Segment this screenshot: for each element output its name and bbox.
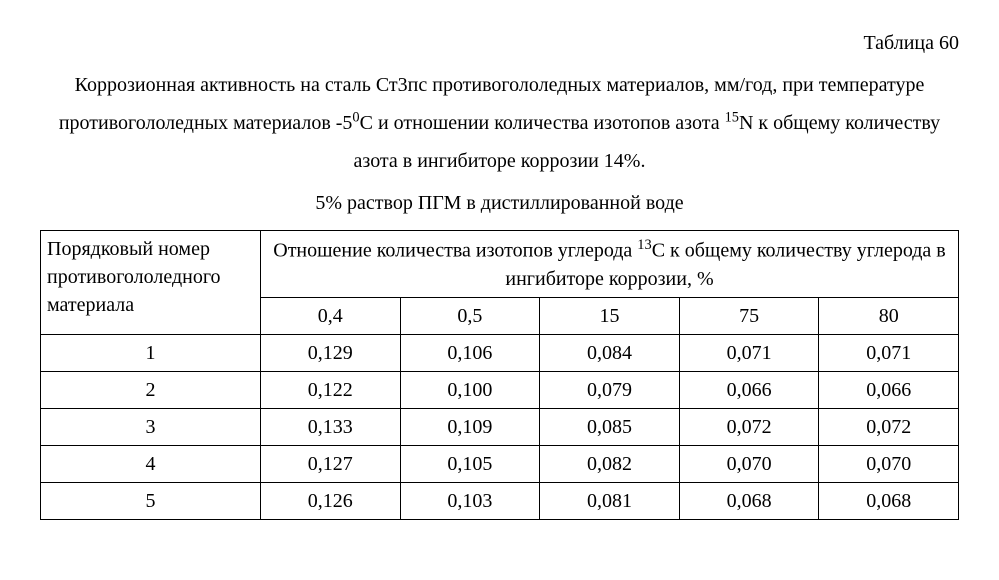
cell: 0,085 [540, 408, 680, 445]
cell: 0,127 [261, 445, 401, 482]
table-subcaption: 5% раствор ПГМ в дистиллированной воде [48, 184, 951, 222]
group-header: Отношение количества изотопов углерода 1… [261, 231, 959, 298]
data-table: Порядковый номер противогололедного мате… [40, 230, 959, 520]
row-id: 5 [41, 482, 261, 519]
cell: 0,072 [819, 408, 959, 445]
cell: 0,100 [400, 371, 540, 408]
table-number: Таблица 60 [40, 24, 959, 62]
row-id: 1 [41, 334, 261, 371]
table-row: 4 0,127 0,105 0,082 0,070 0,070 [41, 445, 959, 482]
table-row: 5 0,126 0,103 0,081 0,068 0,068 [41, 482, 959, 519]
cell: 0,068 [679, 482, 819, 519]
cell: 0,133 [261, 408, 401, 445]
cell: 0,081 [540, 482, 680, 519]
cell: 0,072 [679, 408, 819, 445]
cell: 0,103 [400, 482, 540, 519]
table-row: 3 0,133 0,109 0,085 0,072 0,072 [41, 408, 959, 445]
cell: 0,126 [261, 482, 401, 519]
cell: 0,066 [679, 371, 819, 408]
cell: 0,066 [819, 371, 959, 408]
cell: 0,070 [819, 445, 959, 482]
table-caption: Коррозионная активность на сталь Ст3пс п… [48, 66, 951, 180]
cell: 0,079 [540, 371, 680, 408]
table-row: 2 0,122 0,100 0,079 0,066 0,066 [41, 371, 959, 408]
table-header-row-1: Порядковый номер противогололедного мате… [41, 231, 959, 298]
row-id: 3 [41, 408, 261, 445]
row-header: Порядковый номер противогололедного мате… [41, 231, 261, 335]
table-row: 1 0,129 0,106 0,084 0,071 0,071 [41, 334, 959, 371]
col-header: 0,5 [400, 297, 540, 334]
cell: 0,071 [679, 334, 819, 371]
cell: 0,070 [679, 445, 819, 482]
cell: 0,071 [819, 334, 959, 371]
row-id: 2 [41, 371, 261, 408]
cell: 0,129 [261, 334, 401, 371]
cell: 0,084 [540, 334, 680, 371]
cell: 0,122 [261, 371, 401, 408]
cell: 0,106 [400, 334, 540, 371]
cell: 0,109 [400, 408, 540, 445]
row-id: 4 [41, 445, 261, 482]
cell: 0,082 [540, 445, 680, 482]
col-header: 0,4 [261, 297, 401, 334]
col-header: 15 [540, 297, 680, 334]
col-header: 80 [819, 297, 959, 334]
cell: 0,105 [400, 445, 540, 482]
col-header: 75 [679, 297, 819, 334]
cell: 0,068 [819, 482, 959, 519]
